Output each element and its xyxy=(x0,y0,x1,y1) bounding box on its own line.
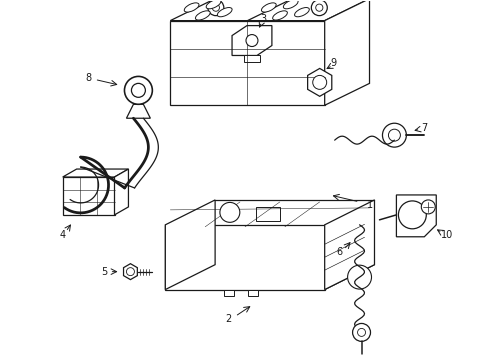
Text: 9: 9 xyxy=(330,58,336,68)
Circle shape xyxy=(212,4,219,11)
Circle shape xyxy=(357,328,365,336)
Ellipse shape xyxy=(261,3,276,12)
Polygon shape xyxy=(324,0,369,105)
Polygon shape xyxy=(62,169,128,177)
Circle shape xyxy=(220,202,239,222)
Text: 4: 4 xyxy=(60,230,65,240)
Ellipse shape xyxy=(272,11,287,20)
Circle shape xyxy=(352,323,370,341)
Text: 6: 6 xyxy=(336,247,342,257)
Polygon shape xyxy=(123,264,137,280)
Circle shape xyxy=(315,4,322,11)
Ellipse shape xyxy=(206,0,221,9)
Ellipse shape xyxy=(283,0,298,9)
Polygon shape xyxy=(396,195,435,237)
Text: 2: 2 xyxy=(224,314,231,324)
Text: 3: 3 xyxy=(259,14,265,24)
Circle shape xyxy=(421,200,434,214)
Polygon shape xyxy=(170,21,324,105)
Text: 1: 1 xyxy=(366,200,372,210)
Circle shape xyxy=(207,0,224,15)
Polygon shape xyxy=(247,289,258,296)
Ellipse shape xyxy=(184,3,199,12)
Text: 5: 5 xyxy=(101,267,107,276)
Polygon shape xyxy=(256,207,280,221)
Ellipse shape xyxy=(195,11,210,20)
Text: 8: 8 xyxy=(85,73,91,84)
Polygon shape xyxy=(114,169,128,215)
Circle shape xyxy=(382,123,406,147)
Polygon shape xyxy=(165,225,324,289)
Polygon shape xyxy=(62,177,114,215)
Ellipse shape xyxy=(217,8,232,17)
Circle shape xyxy=(245,35,258,46)
Circle shape xyxy=(124,76,152,104)
Circle shape xyxy=(126,268,134,276)
Circle shape xyxy=(311,0,326,15)
Circle shape xyxy=(398,201,426,229)
Polygon shape xyxy=(170,0,369,21)
Circle shape xyxy=(347,265,371,289)
Circle shape xyxy=(131,84,145,97)
Text: 7: 7 xyxy=(420,123,427,133)
Polygon shape xyxy=(165,265,374,289)
Circle shape xyxy=(387,129,400,141)
Polygon shape xyxy=(126,104,150,118)
Polygon shape xyxy=(324,200,374,289)
Circle shape xyxy=(312,75,326,89)
Ellipse shape xyxy=(294,8,309,17)
Text: 10: 10 xyxy=(440,230,452,240)
Polygon shape xyxy=(244,55,260,62)
Polygon shape xyxy=(307,68,331,96)
Polygon shape xyxy=(232,26,271,55)
Polygon shape xyxy=(224,289,234,296)
Polygon shape xyxy=(165,200,215,289)
